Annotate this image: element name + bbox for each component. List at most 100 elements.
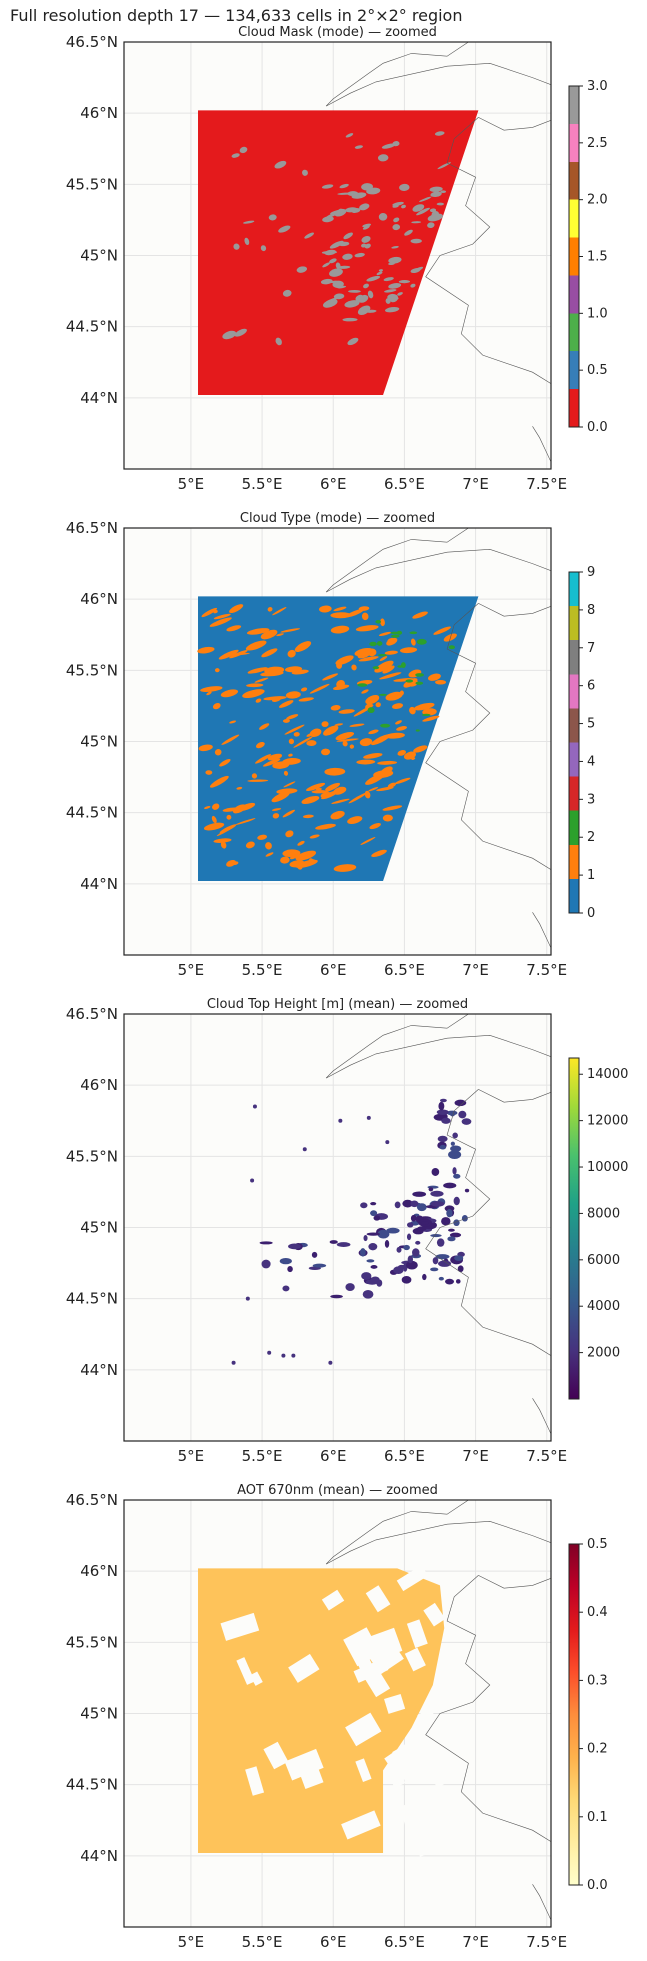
cloud-patch (295, 850, 317, 861)
cloud-patch (392, 703, 404, 709)
cloud-patch (246, 683, 264, 688)
cloud-height-dot (291, 1353, 296, 1358)
cloud-patch (385, 691, 403, 701)
cloud-height-patch (386, 1227, 400, 1234)
y-tick-label: 46°N (80, 1076, 118, 1094)
cloud-patch (342, 317, 358, 322)
panel-3: Cloud Top Height [m] (mean) — zoomed 5°E 5… (66, 997, 628, 1465)
cloud-patch (261, 648, 278, 658)
aot-gap (423, 1602, 446, 1627)
colorbar-tick-label: 1 (587, 868, 595, 883)
cloud-patch (245, 640, 267, 651)
cloud-height-patch (446, 1209, 453, 1218)
cloud-patch (384, 650, 398, 655)
cloud-patch-green (397, 665, 403, 668)
cloud-patch (339, 183, 349, 189)
cloud-patch (330, 612, 352, 619)
cloud-patch-green (367, 707, 375, 714)
aot-gap (220, 1612, 260, 1641)
plot-body (124, 528, 551, 955)
cloud-patch (205, 770, 213, 775)
cloud-patch (293, 732, 300, 737)
cloud-height-patch (452, 1167, 457, 1175)
cloud-patch (349, 723, 365, 727)
cloud-patch (214, 749, 222, 756)
cloud-patch (392, 204, 399, 208)
cloud-patch (411, 221, 422, 224)
cloud-height-patch (402, 1199, 413, 1208)
cloud-height-patch (436, 1109, 449, 1115)
cloud-patch (355, 625, 379, 632)
cloud-patch (394, 777, 411, 784)
colorbar-tick-label: 4000 (587, 1299, 620, 1314)
cloud-patch (368, 729, 379, 735)
cloud-patch-green (378, 693, 388, 696)
cloud-height-patch (362, 1289, 374, 1299)
cloud-height-patch (457, 1265, 464, 1273)
cloud-patch (410, 283, 416, 288)
y-tick-label: 45°N (80, 1705, 118, 1723)
colorbar-tick-label: 0.1 (587, 1810, 608, 1825)
colorbar-tick-label: 6 (587, 679, 595, 694)
cloud-patch (342, 253, 353, 260)
cloud-patch (234, 328, 247, 337)
cloud-patch (229, 604, 244, 614)
aot-gap (412, 1824, 451, 1857)
y-tick-label: 45.5°N (66, 1147, 118, 1165)
colorbar-tick-label: 8000 (587, 1206, 620, 1221)
cloud-patch (342, 741, 348, 747)
cloud-patch (362, 225, 370, 230)
cloud-patch-green (415, 681, 424, 685)
cloud-patch (335, 731, 355, 741)
cloud-patch (401, 204, 406, 209)
cloud-height-patch (441, 1117, 451, 1124)
cloud-patch (285, 830, 294, 838)
cloud-patch-green (416, 638, 427, 645)
cloud-patch (410, 238, 422, 244)
aot-gap (298, 1763, 324, 1789)
cloud-height-patch (454, 1255, 464, 1261)
cloud-height-patch (406, 1260, 418, 1270)
cloud-patch (374, 660, 394, 673)
plot-body (124, 1500, 551, 1927)
cloud-patch-green (396, 630, 403, 635)
cloud-patch (242, 220, 255, 224)
y-tick-label: 44.5°N (66, 804, 118, 822)
cloud-height-patch (287, 1265, 293, 1273)
cloud-patch-green (376, 641, 383, 646)
aot-gap (406, 1619, 428, 1648)
cloud-patch (221, 734, 240, 745)
cloud-patch (283, 770, 289, 776)
cloud-patch (329, 258, 337, 264)
plot-body (124, 1014, 551, 1441)
cloud-patch (399, 183, 410, 192)
cloud-patch (403, 678, 418, 688)
cloud-patch (200, 686, 223, 693)
cloud-height-patch (420, 1221, 429, 1226)
aot-gap (387, 1768, 406, 1789)
cloud-patch (282, 718, 290, 723)
cloud-patch (220, 689, 239, 698)
cloud-patch (373, 770, 394, 778)
cloud-patch (325, 782, 341, 791)
cloud-patch (349, 744, 355, 749)
aot-gap (362, 1665, 391, 1698)
cloud-patch (345, 133, 354, 138)
colorbar-tick-label: 1.0 (587, 306, 608, 321)
colorbar-tick-label: 12000 (587, 1114, 628, 1129)
cloud-patch-green (375, 619, 382, 624)
cloud-patch (300, 687, 308, 692)
cloud-height-patch (439, 1098, 447, 1103)
cloud-height-patch (458, 1110, 467, 1119)
y-tick-label: 45°N (80, 247, 118, 265)
colorbar-tick-label: 2.0 (587, 193, 608, 208)
aot-gap (399, 1796, 437, 1829)
cloud-patch (375, 702, 381, 708)
cloud-patch (280, 628, 301, 633)
panel-1: Cloud Mask (mode) — zoomed 5°E 5.5°E 6°E 6.5… (66, 25, 608, 493)
cloud-patch (226, 625, 242, 632)
cloud-height-patch (360, 1248, 366, 1257)
y-tick-label: 44.5°N (66, 1290, 118, 1308)
cloud-height-patch (394, 1201, 401, 1209)
cloud-height-dot (302, 1147, 307, 1152)
